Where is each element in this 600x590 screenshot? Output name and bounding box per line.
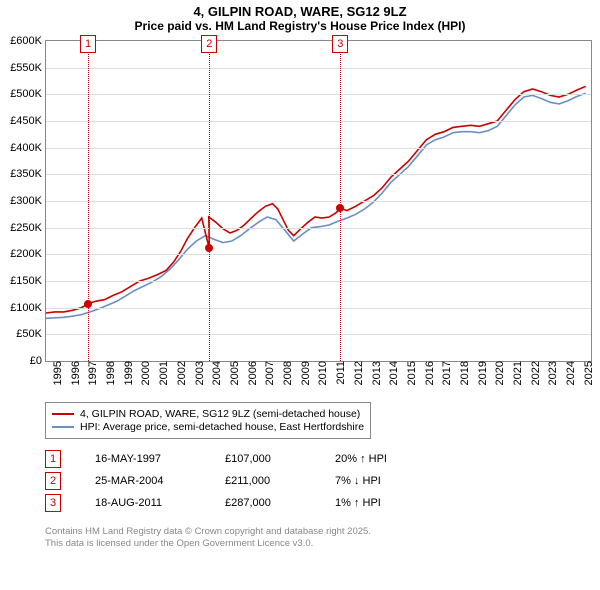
plot-area: £0£50K£100K£150K£200K£250K£300K£350K£400…	[45, 40, 592, 362]
y-axis-label: £350K	[10, 168, 46, 180]
sale-hpi-delta: 1% ↑ HPI	[335, 497, 445, 509]
marker-badge: 1	[80, 35, 96, 53]
x-axis-label: 2016	[422, 361, 436, 385]
x-axis-label: 2001	[156, 361, 170, 385]
chart-title: 4, GILPIN ROAD, WARE, SG12 9LZ	[0, 4, 600, 19]
chart-subtitle: Price paid vs. HM Land Registry's House …	[0, 19, 600, 33]
footnote-line2: This data is licensed under the Open Gov…	[45, 538, 371, 550]
x-axis-label: 2008	[280, 361, 294, 385]
y-gridline	[46, 121, 591, 122]
marker-badge: 2	[201, 35, 217, 53]
marker-badge: 3	[332, 35, 348, 53]
sale-hpi-delta: 7% ↓ HPI	[335, 475, 445, 487]
sale-index-badge: 3	[45, 494, 61, 512]
sales-table: 1 16-MAY-1997£107,00020% ↑ HPI 2 25-MAR-200…	[45, 448, 445, 514]
legend-swatch	[52, 426, 74, 428]
y-gridline	[46, 254, 591, 255]
y-axis-label: £300K	[10, 195, 46, 207]
legend-item: HPI: Average price, semi-detached house,…	[52, 421, 364, 433]
x-axis-label: 1997	[85, 361, 99, 385]
x-axis-label: 2005	[227, 361, 241, 385]
x-axis-label: 2004	[209, 361, 223, 385]
y-axis-label: £150K	[10, 275, 46, 287]
x-axis-label: 2009	[298, 361, 312, 385]
x-axis-label: 1996	[68, 361, 82, 385]
legend-box: 4, GILPIN ROAD, WARE, SG12 9LZ (semi-det…	[45, 402, 371, 439]
chart-container: 4, GILPIN ROAD, WARE, SG12 9LZ Price pai…	[0, 0, 600, 590]
x-axis-label: 2018	[457, 361, 471, 385]
x-axis-label: 2007	[262, 361, 276, 385]
sale-price: £211,000	[225, 475, 335, 487]
x-axis-label: 2002	[174, 361, 188, 385]
y-axis-label: £100K	[10, 302, 46, 314]
y-axis-label: £450K	[10, 115, 46, 127]
x-axis-label: 2021	[510, 361, 524, 385]
y-gridline	[46, 334, 591, 335]
y-axis-label: £50K	[16, 328, 46, 340]
x-axis-label: 2011	[333, 361, 347, 385]
series-hpi	[46, 93, 586, 318]
x-axis-label: 2025	[581, 361, 595, 385]
title-block: 4, GILPIN ROAD, WARE, SG12 9LZ Price pai…	[0, 0, 600, 33]
x-axis-label: 2023	[545, 361, 559, 385]
sale-date: 25-MAR-2004	[95, 475, 225, 487]
x-axis-label: 2014	[386, 361, 400, 385]
x-axis-label: 2017	[439, 361, 453, 385]
sale-dot	[336, 204, 344, 212]
y-gridline	[46, 281, 591, 282]
x-axis-label: 1999	[121, 361, 135, 385]
y-axis-label: £250K	[10, 222, 46, 234]
y-gridline	[46, 308, 591, 309]
x-axis-label: 2024	[563, 361, 577, 385]
sale-hpi-delta: 20% ↑ HPI	[335, 453, 445, 465]
sale-price: £107,000	[225, 453, 335, 465]
y-gridline	[46, 148, 591, 149]
sales-row: 1 16-MAY-1997£107,00020% ↑ HPI	[45, 448, 445, 470]
y-gridline	[46, 68, 591, 69]
x-axis-label: 1995	[50, 361, 64, 385]
x-axis-label: 2000	[138, 361, 152, 385]
y-gridline	[46, 228, 591, 229]
y-gridline	[46, 201, 591, 202]
sale-dot	[84, 300, 92, 308]
sale-index-badge: 1	[45, 450, 61, 468]
x-axis-label: 2020	[492, 361, 506, 385]
marker-line	[88, 41, 89, 361]
y-axis-label: £400K	[10, 142, 46, 154]
y-gridline	[46, 94, 591, 95]
legend-item: 4, GILPIN ROAD, WARE, SG12 9LZ (semi-det…	[52, 408, 364, 420]
sales-row: 2 25-MAR-2004£211,0007% ↓ HPI	[45, 470, 445, 492]
x-axis-label: 2006	[245, 361, 259, 385]
x-axis-label: 2019	[475, 361, 489, 385]
sales-row: 3 18-AUG-2011£287,0001% ↑ HPI	[45, 492, 445, 514]
y-axis-label: £550K	[10, 62, 46, 74]
x-axis-label: 2013	[369, 361, 383, 385]
y-axis-label: £0	[30, 355, 46, 367]
sale-date: 18-AUG-2011	[95, 497, 225, 509]
legend-label: 4, GILPIN ROAD, WARE, SG12 9LZ (semi-det…	[80, 408, 360, 420]
x-axis-label: 1998	[103, 361, 117, 385]
y-axis-label: £200K	[10, 248, 46, 260]
sale-date: 16-MAY-1997	[95, 453, 225, 465]
legend-label: HPI: Average price, semi-detached house,…	[80, 421, 364, 433]
marker-line	[209, 41, 210, 361]
y-axis-label: £500K	[10, 88, 46, 100]
footnote-line1: Contains HM Land Registry data © Crown c…	[45, 526, 371, 538]
y-gridline	[46, 174, 591, 175]
sale-index-badge: 2	[45, 472, 61, 490]
sale-price: £287,000	[225, 497, 335, 509]
legend-swatch	[52, 413, 74, 415]
y-axis-label: £600K	[10, 35, 46, 47]
sale-dot	[205, 244, 213, 252]
x-axis-label: 2012	[351, 361, 365, 385]
x-axis-label: 2010	[315, 361, 329, 385]
x-axis-label: 2022	[528, 361, 542, 385]
marker-line	[340, 41, 341, 361]
x-axis-label: 2003	[192, 361, 206, 385]
x-axis-label: 2015	[404, 361, 418, 385]
footnote: Contains HM Land Registry data © Crown c…	[45, 526, 371, 550]
